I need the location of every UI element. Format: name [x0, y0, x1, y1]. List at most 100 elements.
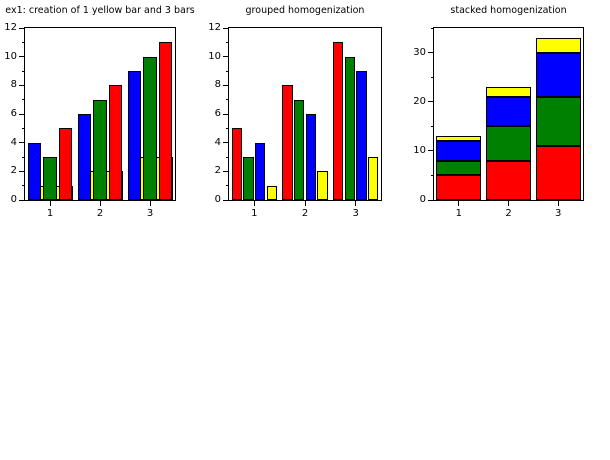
y-tick-label: 20 — [413, 95, 426, 107]
y-tick-label: 10 — [413, 144, 426, 156]
chart-title: grouped homogenization — [245, 5, 365, 16]
x-axis-tick — [149, 201, 151, 206]
y-axis-major-tick — [428, 150, 434, 152]
bar-red — [332, 42, 344, 200]
y-tick-label: 6 — [10, 108, 17, 119]
plot-area: 0 10 20 30 1 2 3 — [413, 27, 584, 219]
y-axis-minor-tick — [226, 185, 229, 187]
stacked-segment-red — [535, 145, 581, 200]
y-axis-major-tick — [19, 113, 25, 115]
x-axis-tick — [304, 201, 306, 206]
bar-yellow — [368, 157, 379, 200]
x-tick-label: 1 — [251, 208, 258, 219]
y-axis-major-tick — [223, 27, 229, 29]
x-tick-label: 3 — [352, 208, 359, 219]
x-axis-tick — [49, 201, 51, 206]
stacked-segment-yellow — [486, 86, 531, 97]
bar-chart-stacked-homogenization: stacked homogenization 0 10 20 30 1 2 3 — [413, 5, 584, 219]
chart-title: ex1: creation of 1 yellow bar and 3 bars — [5, 5, 195, 16]
x-axis-tick — [99, 201, 101, 206]
y-tick-label: 2 — [214, 165, 221, 177]
y-axis-major-tick — [223, 56, 229, 58]
bar-blue — [27, 142, 41, 200]
y-axis-minor-tick — [22, 156, 25, 158]
y-axis-major-tick — [19, 84, 25, 86]
y-tick-label: 4 — [214, 136, 221, 148]
stacked-segment-red — [436, 175, 482, 200]
y-axis-minor-tick — [431, 174, 434, 176]
x-axis-tick — [458, 201, 460, 206]
bar-green — [143, 56, 157, 200]
bar-yellow — [266, 185, 278, 200]
y-tick-label: 6 — [214, 108, 221, 119]
x-axis-tick — [355, 201, 357, 206]
bar-chart-yellow-and-three-bars: ex1: creation of 1 yellow bar and 3 bars… — [4, 5, 194, 219]
stacked-segment-green — [436, 160, 482, 176]
x-tick-label: 1 — [46, 208, 54, 219]
y-tick-label: 8 — [10, 79, 17, 91]
y-tick-label: 2 — [10, 165, 17, 177]
bar-green — [43, 157, 57, 200]
y-axis-minor-tick — [22, 185, 25, 187]
stacked-segment-blue — [535, 52, 581, 97]
bar-yellow — [317, 171, 328, 200]
bar-red — [159, 42, 173, 200]
y-tick-label: 0 — [10, 194, 17, 205]
bar-green — [93, 99, 107, 200]
bar-red — [59, 128, 73, 200]
stacked-segment-green — [486, 126, 531, 161]
y-tick-label: 0 — [419, 194, 426, 205]
bar-red — [231, 128, 242, 200]
y-axis-major-tick — [223, 84, 229, 86]
y-axis-minor-tick — [431, 125, 434, 127]
y-axis-minor-tick — [226, 127, 229, 129]
y-axis-major-tick — [19, 199, 25, 201]
y-axis-minor-tick — [22, 127, 25, 129]
y-axis-major-tick — [19, 170, 25, 172]
y-axis-minor-tick — [226, 99, 229, 101]
stacked-segment-green — [535, 96, 581, 146]
stacked-segment-blue — [486, 96, 531, 127]
x-axis-tick — [557, 201, 559, 206]
y-axis-major-tick — [428, 101, 434, 103]
y-axis-major-tick — [223, 170, 229, 172]
y-tick-label: 8 — [214, 79, 221, 91]
bar-blue — [356, 71, 367, 200]
y-axis-major-tick — [428, 52, 434, 54]
chart-title: stacked homogenization — [450, 5, 567, 16]
y-axis-minor-tick — [431, 76, 434, 78]
bar-red — [282, 85, 293, 200]
y-tick-label: 10 — [208, 50, 221, 62]
y-axis-major-tick — [223, 142, 229, 144]
bar-chart-grouped-homogenization: grouped homogenization 0 2 4 6 8 10 12 1 2 3 — [208, 5, 382, 219]
x-tick-label: 2 — [96, 208, 104, 219]
y-axis-major-tick — [223, 113, 229, 115]
y-axis-minor-tick — [226, 41, 229, 43]
y-axis-minor-tick — [226, 70, 229, 72]
x-tick-label: 3 — [146, 208, 154, 219]
y-axis-minor-tick — [226, 156, 229, 158]
bar-green — [344, 56, 355, 200]
x-tick-label: 3 — [554, 208, 562, 219]
bar-green — [243, 157, 254, 200]
bar-green — [293, 99, 305, 200]
plot-area: 0 2 4 6 8 10 12 1 2 3 — [4, 23, 176, 219]
y-axis-minor-tick — [431, 27, 434, 29]
stacked-segment-yellow — [535, 37, 581, 53]
x-tick-label: 2 — [505, 208, 512, 219]
y-axis-major-tick — [223, 199, 229, 201]
x-axis-tick — [253, 201, 255, 206]
y-tick-label: 12 — [4, 22, 17, 33]
bar-red — [109, 85, 123, 200]
y-axis-major-tick — [428, 199, 434, 201]
y-tick-label: 30 — [413, 46, 426, 58]
y-tick-label: 4 — [10, 136, 17, 148]
stacked-segment-red — [486, 160, 531, 200]
y-tick-label: 12 — [208, 22, 221, 33]
y-axis-minor-tick — [22, 70, 25, 72]
y-axis-minor-tick — [22, 41, 25, 43]
bar-blue — [305, 114, 317, 200]
plot-area: 0 2 4 6 8 10 12 1 2 3 — [208, 23, 382, 219]
x-tick-label: 1 — [455, 208, 463, 219]
